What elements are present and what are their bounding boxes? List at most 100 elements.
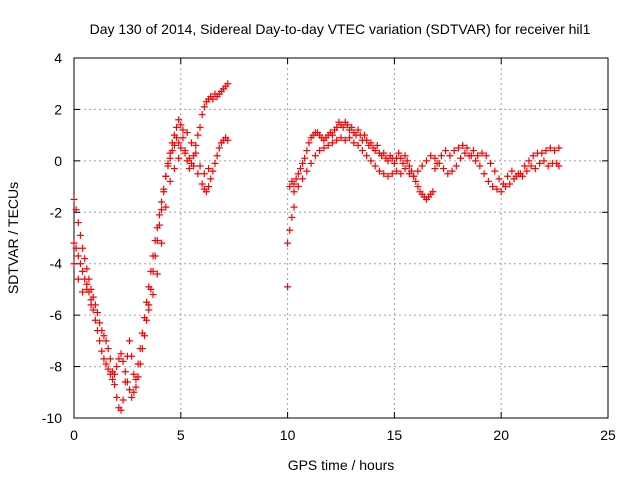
data-point <box>367 139 375 147</box>
data-point <box>119 396 127 404</box>
data-point <box>213 152 221 160</box>
data-point <box>177 144 185 152</box>
data-point <box>384 157 392 165</box>
data-point <box>457 154 465 162</box>
data-point <box>542 147 550 155</box>
data-point <box>459 141 467 149</box>
data-point <box>393 167 401 175</box>
data-point <box>531 165 539 173</box>
data-point <box>422 157 430 165</box>
data-point <box>290 188 298 196</box>
data-point <box>469 147 477 155</box>
plot-frame <box>73 57 609 419</box>
data-point <box>448 167 456 175</box>
data-point <box>328 139 336 147</box>
data-point <box>463 144 471 152</box>
data-point <box>303 167 311 175</box>
data-point <box>205 183 213 191</box>
data-point <box>200 170 208 178</box>
data-point <box>367 157 375 165</box>
data-point <box>175 139 183 147</box>
data-point <box>525 157 533 165</box>
data-point <box>491 167 499 175</box>
data-point <box>538 149 546 157</box>
x-tick-label: 5 <box>177 427 185 443</box>
data-point <box>177 121 185 129</box>
data-points <box>70 80 563 414</box>
data-point <box>175 116 183 124</box>
data-point <box>153 224 161 232</box>
data-point <box>166 154 174 162</box>
data-point <box>102 360 110 368</box>
data-point <box>333 136 341 144</box>
data-point <box>410 172 418 180</box>
data-point <box>286 183 294 191</box>
data-point <box>123 378 131 386</box>
data-point <box>294 170 302 178</box>
data-point <box>153 270 161 278</box>
y-axis-label: SDTVAR / TECUs <box>5 182 21 294</box>
data-point <box>181 149 189 157</box>
data-point <box>151 237 159 245</box>
data-point <box>79 288 87 296</box>
data-point <box>143 298 151 306</box>
data-point <box>113 363 121 371</box>
data-point <box>461 149 469 157</box>
data-point <box>111 381 119 389</box>
data-point <box>72 206 80 214</box>
data-point <box>452 162 460 170</box>
data-point <box>414 183 422 191</box>
data-point <box>311 152 319 160</box>
data-point <box>348 123 356 131</box>
data-point <box>113 393 121 401</box>
data-point <box>373 141 381 149</box>
data-point <box>179 134 187 142</box>
data-point <box>130 388 138 396</box>
data-point <box>79 244 87 252</box>
data-point <box>147 267 155 275</box>
y-tick-label: 4 <box>54 50 62 66</box>
x-tick-labels: 0 5 10 15 20 25 <box>70 427 616 443</box>
data-point <box>91 316 99 324</box>
data-point <box>74 219 82 227</box>
data-point <box>81 275 89 283</box>
data-point <box>192 149 200 157</box>
data-point <box>328 131 336 139</box>
data-point <box>292 175 300 183</box>
data-point <box>529 152 537 160</box>
data-point <box>132 375 140 383</box>
data-point <box>380 170 388 178</box>
data-point <box>341 136 349 144</box>
data-point <box>81 255 89 263</box>
data-point <box>299 175 307 183</box>
data-point <box>130 370 138 378</box>
data-point <box>371 147 379 155</box>
data-point <box>155 211 163 219</box>
data-point <box>358 147 366 155</box>
data-point <box>290 180 298 188</box>
data-point <box>380 149 388 157</box>
data-point <box>136 345 144 353</box>
data-point <box>119 357 127 365</box>
data-point <box>527 162 535 170</box>
data-point <box>472 157 480 165</box>
data-point <box>192 141 200 149</box>
data-point <box>158 239 166 247</box>
data-point <box>512 172 520 180</box>
data-point <box>521 162 529 170</box>
data-point <box>286 226 294 234</box>
data-point <box>108 375 116 383</box>
data-point <box>324 141 332 149</box>
data-point <box>70 195 78 203</box>
data-point <box>173 134 181 142</box>
data-point <box>320 144 328 152</box>
data-point <box>104 365 112 373</box>
data-point <box>489 183 497 191</box>
data-point <box>544 162 552 170</box>
data-point <box>104 345 112 353</box>
y-tick-label: -10 <box>42 410 62 426</box>
data-point <box>134 360 142 368</box>
data-point <box>72 244 80 252</box>
data-point <box>194 131 202 139</box>
